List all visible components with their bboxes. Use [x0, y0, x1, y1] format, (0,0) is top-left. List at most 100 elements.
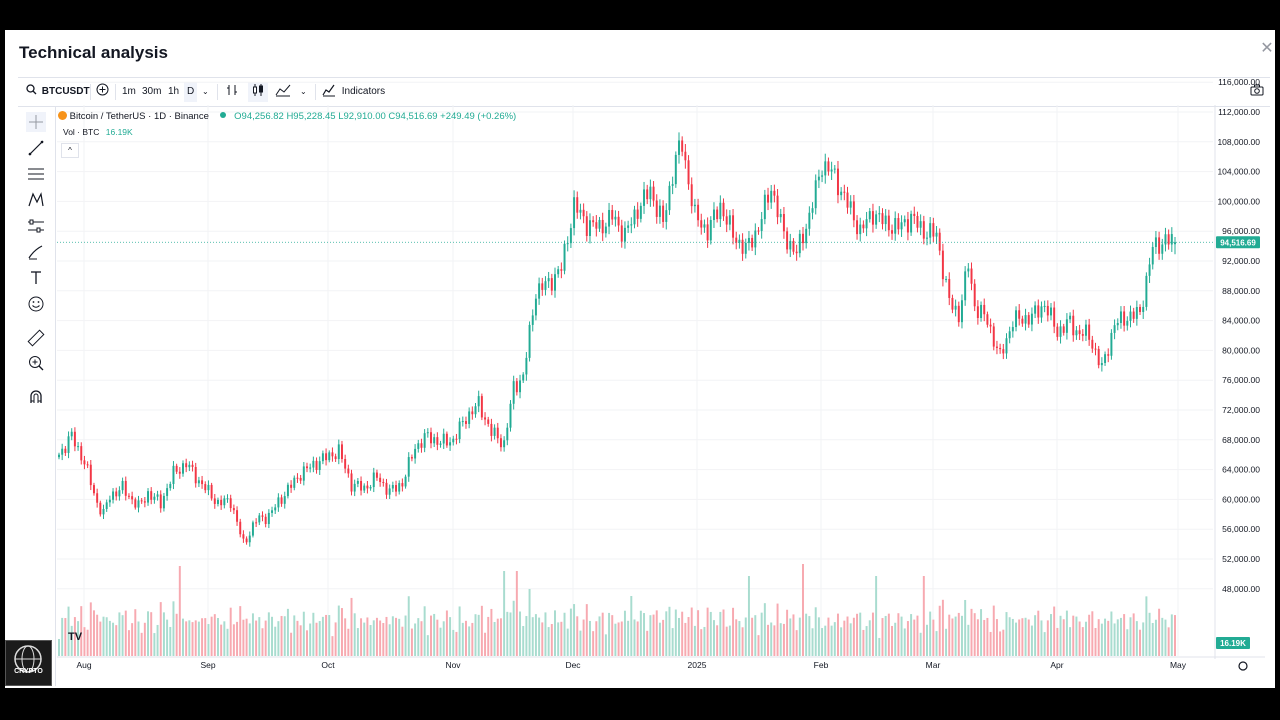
candle-body	[1046, 305, 1049, 316]
volume-bar	[80, 606, 83, 656]
candle-body	[1148, 264, 1151, 276]
settings-gear-icon[interactable]	[1238, 661, 1248, 671]
volume-bar	[674, 609, 677, 656]
pattern-tool[interactable]	[26, 190, 46, 210]
volume-bar	[709, 611, 712, 656]
candle-body	[865, 219, 868, 229]
volume-bar	[172, 601, 175, 656]
interval-d[interactable]: D	[184, 82, 198, 102]
candle-body	[191, 464, 194, 467]
candle-body	[1027, 315, 1030, 325]
volume-bar	[1072, 615, 1075, 656]
candle-body	[662, 205, 665, 222]
zoom-tool[interactable]	[26, 353, 46, 373]
pattern-icon	[28, 192, 44, 207]
candle-body	[363, 485, 366, 491]
volume-bar	[1034, 615, 1037, 656]
candle-body	[1097, 348, 1100, 366]
volume-bar	[757, 635, 760, 656]
measure-tool[interactable]	[26, 328, 46, 348]
candles-style-button[interactable]	[248, 82, 268, 102]
volume-bar	[687, 617, 690, 656]
candle-body	[1069, 315, 1072, 320]
text-icon	[31, 271, 41, 284]
candle-body	[127, 495, 130, 497]
volume-bar	[277, 621, 280, 656]
volume-bar	[906, 621, 909, 656]
time-axis-label: May	[1170, 660, 1187, 670]
candle-body	[137, 500, 140, 508]
volume-bar	[499, 618, 502, 656]
candle-body	[802, 233, 804, 244]
interval-dropdown-chevron-icon[interactable]: ⌄	[202, 87, 209, 96]
volume-bar	[127, 630, 130, 656]
candle-body	[223, 498, 226, 506]
candle-body	[728, 215, 731, 225]
forecast-tool[interactable]	[26, 216, 46, 236]
ruler-icon	[27, 329, 45, 347]
interval-1m[interactable]: 1m	[122, 86, 136, 97]
candle-body	[773, 190, 776, 196]
volume-bar	[337, 605, 340, 656]
time-axis-label: Aug	[76, 660, 91, 670]
volume-bar	[407, 596, 410, 656]
candle-body	[1088, 324, 1091, 340]
text-tool[interactable]	[26, 268, 46, 288]
magnet-tool[interactable]	[26, 387, 46, 407]
bar-style-button[interactable]	[225, 78, 239, 106]
candle-body	[957, 305, 960, 323]
volume-badge-label: 16.19K	[1220, 639, 1246, 648]
volume-bar	[293, 615, 296, 656]
close-icon[interactable]: ✕	[1260, 40, 1274, 57]
volume-bar	[1050, 614, 1052, 656]
snapshot-button[interactable]	[1250, 78, 1264, 106]
volume-bar	[547, 627, 550, 656]
volume-bar	[1164, 619, 1167, 656]
volume-bar	[859, 612, 862, 656]
emoji-tool[interactable]	[26, 294, 46, 314]
fib-tool[interactable]	[26, 164, 46, 184]
chart-type-chevron-icon[interactable]: ⌄	[300, 87, 307, 96]
volume-bar	[706, 607, 709, 656]
compare-symbol-button[interactable]	[96, 78, 109, 106]
symbol-search-button[interactable]: BTCUSDT	[26, 78, 90, 106]
candle-body	[693, 204, 696, 207]
volume-bar	[779, 623, 782, 656]
indicators-button[interactable]: Indicators	[322, 78, 385, 106]
brush-tool[interactable]	[26, 242, 46, 262]
candle-body	[789, 240, 792, 250]
candle-body	[852, 201, 855, 221]
volume-bar	[131, 623, 134, 656]
volume-bar	[557, 622, 560, 656]
volume-bar	[926, 624, 928, 656]
trend-line-tool[interactable]	[26, 138, 46, 158]
volume-bar	[700, 629, 703, 656]
candle-body	[684, 151, 687, 161]
candle-body	[741, 239, 744, 254]
volume-bar	[445, 610, 448, 656]
crosshair-tool[interactable]	[26, 112, 46, 132]
candle-body	[315, 460, 318, 470]
interval-1h[interactable]: 1h	[168, 86, 180, 97]
candle-body	[767, 194, 770, 203]
area-style-button[interactable]	[275, 78, 291, 106]
candle-body	[1164, 234, 1167, 245]
candle-body	[404, 476, 407, 487]
candle-body	[926, 237, 928, 239]
candle-body	[455, 438, 458, 440]
volume-bar	[1132, 613, 1135, 656]
volume-bar	[989, 631, 992, 656]
candle-body	[948, 278, 951, 298]
candle-body	[188, 464, 191, 468]
volume-bar	[274, 626, 277, 656]
interval-30m[interactable]: 30m	[142, 86, 162, 97]
candle-body	[1145, 275, 1148, 307]
trend-line-icon	[28, 140, 44, 156]
symbol-title[interactable]: Bitcoin / TetherUS · 1D · Binance	[69, 111, 209, 122]
candle-body	[162, 495, 165, 509]
collapse-legend-chevron-icon[interactable]: ^	[61, 143, 79, 158]
volume-bar	[134, 609, 137, 656]
volume-bar	[623, 610, 626, 656]
candle-body	[887, 215, 890, 231]
